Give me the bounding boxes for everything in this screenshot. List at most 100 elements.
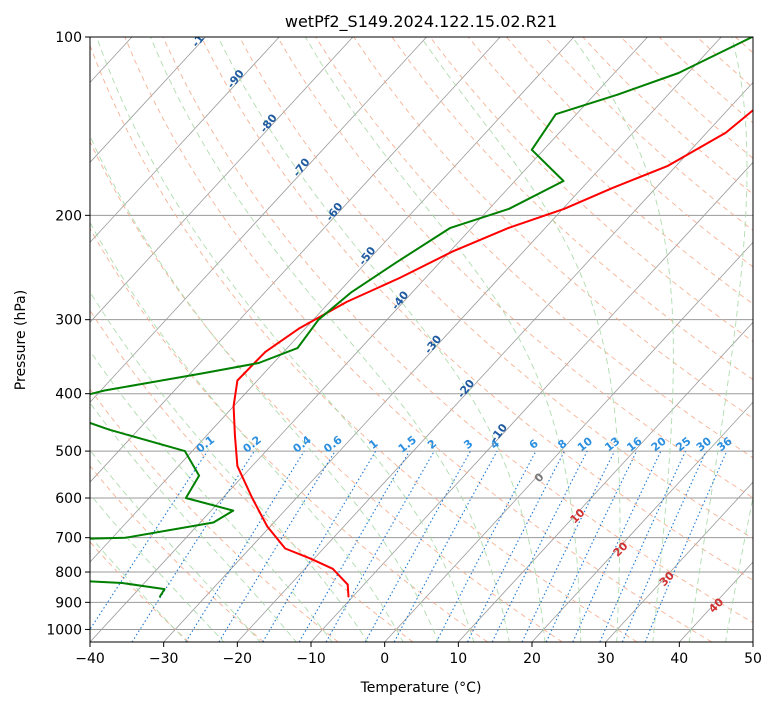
- dewpoint-point: [554, 113, 557, 116]
- dewpoint-point: [108, 428, 110, 431]
- moist-adiabat-line: [150, 37, 510, 642]
- temperature-point: [264, 351, 267, 353]
- isotherm-line: [90, 37, 575, 563]
- temperature-line: [232, 108, 753, 597]
- dewpoint-point: [103, 389, 106, 392]
- temperature-point: [234, 434, 236, 437]
- moist-adiabat-line: [305, 37, 582, 642]
- moist-adiabat-line: [420, 37, 621, 642]
- isotherm-line: [458, 321, 753, 642]
- dewpoint-line: [90, 37, 753, 598]
- dry-adiabat-line: [162, 37, 753, 624]
- mixing-ratio-line: [90, 450, 208, 631]
- mixing-ratio-line: [599, 450, 687, 642]
- y-axis-label: Pressure (hPa): [13, 290, 29, 390]
- dewpoint-point: [121, 582, 124, 584]
- temperature-point: [236, 379, 239, 382]
- x-tick-label: 0: [380, 651, 389, 667]
- moist-adiabat-line: [572, 37, 674, 642]
- temperature-point: [452, 250, 454, 253]
- y-tick-label: 800: [55, 565, 82, 581]
- temperature-point: [725, 131, 727, 134]
- moist-adiabat-line: [90, 350, 333, 642]
- dewpoint-point: [185, 497, 187, 499]
- dewpoint-point: [184, 450, 186, 452]
- isotherm-line: [237, 81, 753, 642]
- plot-frame: [89, 36, 754, 643]
- dry-adiabat-line: [90, 465, 264, 642]
- dewpoint-point: [232, 509, 235, 512]
- temperature-point: [398, 277, 401, 279]
- y-tick-label: 400: [55, 387, 82, 403]
- dewpoint-point: [350, 291, 352, 294]
- isotherm-line: [90, 37, 206, 163]
- dry-adiabat-line: [90, 44, 638, 642]
- isotherm-line: [90, 37, 648, 642]
- x-tick-label: −20: [223, 651, 253, 667]
- background-lines: [90, 37, 753, 642]
- mixing-ratio-line: [218, 450, 336, 642]
- temperature-point: [298, 327, 301, 329]
- temperature-point: [331, 567, 334, 570]
- x-axis-label: Temperature (°C): [360, 680, 482, 696]
- x-tick-label: 50: [744, 651, 762, 667]
- isotherm-line: [90, 37, 501, 483]
- temperature-point: [266, 525, 269, 528]
- moist-adiabat-line: [96, 37, 475, 642]
- temperature-point: [236, 465, 239, 467]
- mixing-ratio-line: [491, 450, 588, 642]
- moist-adiabat-line: [90, 135, 439, 642]
- isotherm-line: [163, 37, 722, 642]
- dewpoint-point: [562, 180, 565, 182]
- isotherm-line: [605, 481, 753, 642]
- dry-adiabat-line: [124, 37, 712, 642]
- y-tick-label: 1000: [46, 622, 82, 638]
- dewpoint-point: [124, 536, 127, 539]
- y-tick-label: 900: [55, 595, 82, 611]
- moist-adiabat-line: [688, 37, 748, 642]
- dewpoint-point: [212, 521, 215, 524]
- moist-adiabat-line: [217, 37, 546, 642]
- dewpoint-point: [449, 227, 452, 229]
- x-axis: −40 −30 −20 −10 0 10 20 30 40 50: [75, 642, 762, 667]
- y-tick-label: 200: [55, 208, 82, 224]
- moist-adiabat-line: [90, 402, 297, 642]
- temperature-point: [284, 547, 287, 550]
- x-tick-label: −30: [149, 651, 179, 667]
- temperature-point: [347, 595, 350, 598]
- temperature-point: [345, 301, 348, 303]
- moist-adiabat-line: [90, 221, 404, 642]
- y-axis: 100 200 300 400 500 600 700 800 900 1000: [46, 30, 90, 638]
- mixing-ratio-line: [393, 450, 498, 642]
- isotherm-line: [310, 161, 753, 642]
- moist-adiabat-line: [725, 495, 753, 642]
- mixing-ratio-line: [131, 450, 255, 642]
- x-tick-label: 30: [597, 651, 615, 667]
- dewpoint-point: [317, 318, 320, 321]
- mixing-ratio-line: [325, 450, 435, 642]
- dewpoint-point: [198, 474, 201, 477]
- x-tick-label: 20: [523, 651, 541, 667]
- temperature-point: [507, 227, 510, 229]
- x-tick-label: 10: [449, 651, 467, 667]
- x-tick-label: −40: [75, 651, 105, 667]
- x-tick-label: −10: [296, 651, 326, 667]
- dry-adiabat-line: [391, 37, 753, 381]
- temperature-point: [251, 497, 254, 499]
- dry-adiabat-line: [90, 140, 563, 642]
- isotherm-line: [531, 401, 753, 642]
- x-tick-label: 40: [670, 651, 688, 667]
- chart-title: wetPf2_S149.2024.122.15.02.R21: [285, 12, 557, 32]
- dewpoint-point: [677, 72, 680, 74]
- isotherm-line: [384, 241, 753, 642]
- dewpoint-point: [508, 207, 510, 210]
- temperature-point: [232, 405, 235, 408]
- temperature-point: [667, 164, 669, 167]
- dewpoint-point: [530, 148, 533, 151]
- dry-adiabat-line: [277, 37, 753, 499]
- dewpoint-point: [200, 372, 202, 375]
- temperature-point: [346, 583, 349, 586]
- dewpoint-point: [395, 261, 398, 264]
- mixing-ratio-line: [644, 450, 728, 642]
